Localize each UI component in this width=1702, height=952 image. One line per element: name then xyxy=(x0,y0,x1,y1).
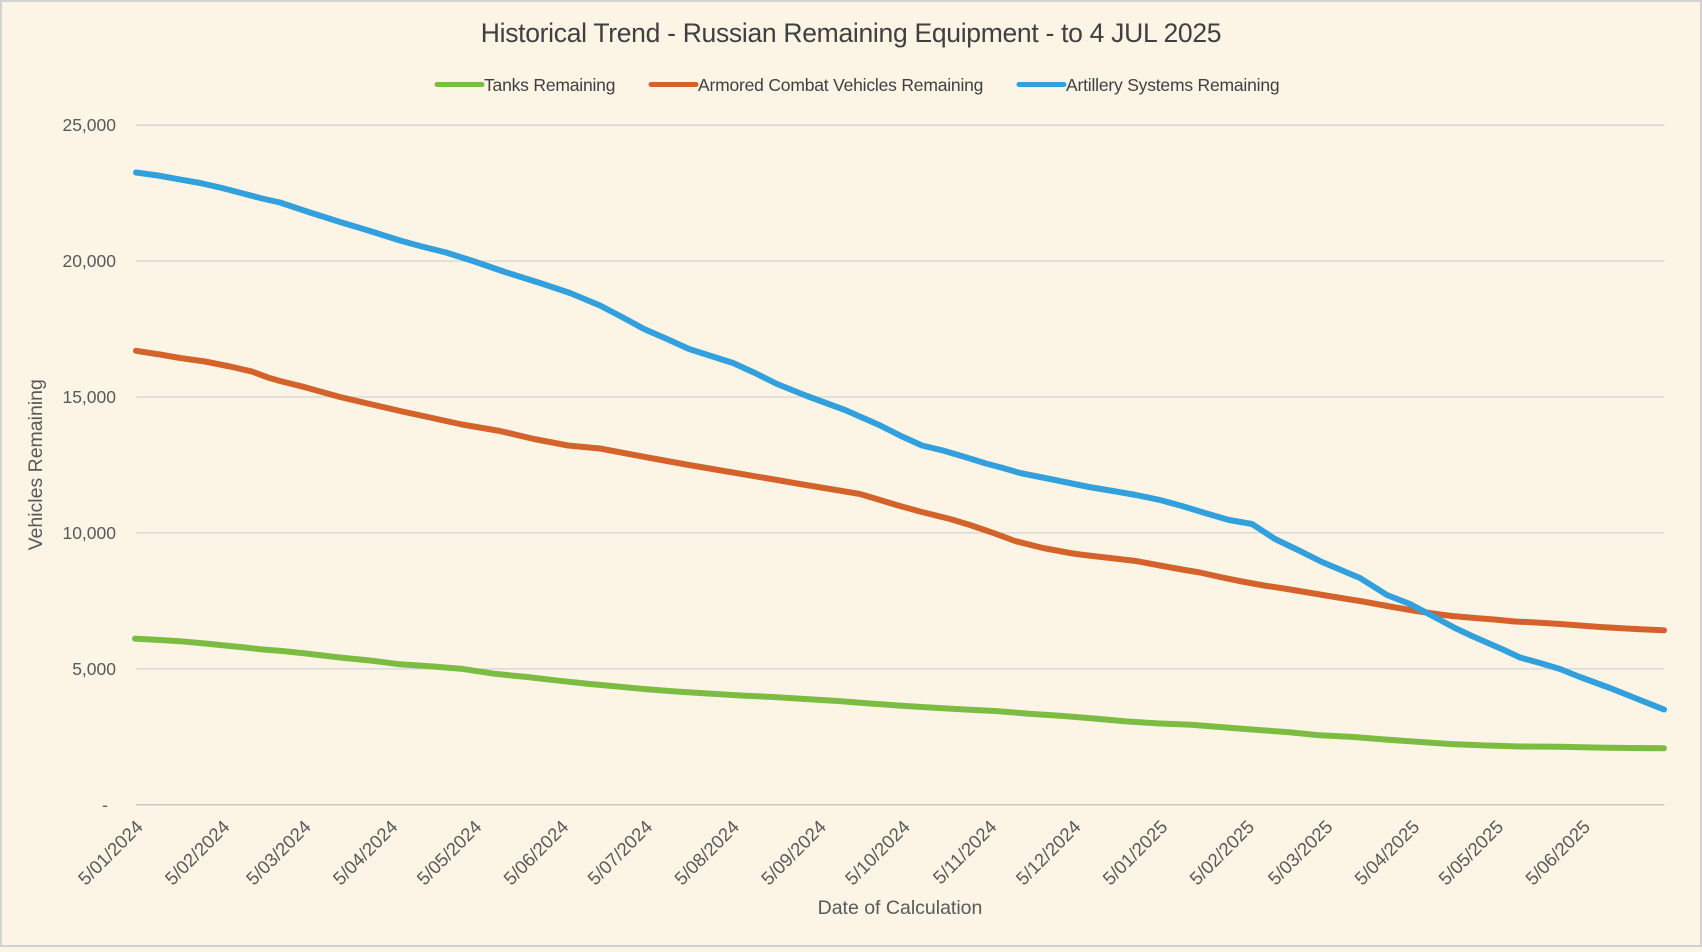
svg-text:Vehicles Remaining: Vehicles Remaining xyxy=(25,379,47,550)
svg-text:Armored Combat Vehicles Remain: Armored Combat Vehicles Remaining xyxy=(698,75,983,95)
svg-text:Historical Trend - Russian Rem: Historical Trend - Russian Remaining Equ… xyxy=(481,18,1221,48)
svg-text:10,000: 10,000 xyxy=(62,523,116,543)
svg-text:Tanks Remaining: Tanks Remaining xyxy=(484,75,615,95)
svg-text:15,000: 15,000 xyxy=(62,387,116,407)
svg-text:Artillery Systems Remaining: Artillery Systems Remaining xyxy=(1066,75,1279,95)
svg-text:-: - xyxy=(102,795,108,815)
svg-text:20,000: 20,000 xyxy=(62,251,116,271)
svg-text:Date of Calculation: Date of Calculation xyxy=(818,897,983,919)
svg-text:5,000: 5,000 xyxy=(72,659,116,679)
svg-text:25,000: 25,000 xyxy=(62,115,116,135)
